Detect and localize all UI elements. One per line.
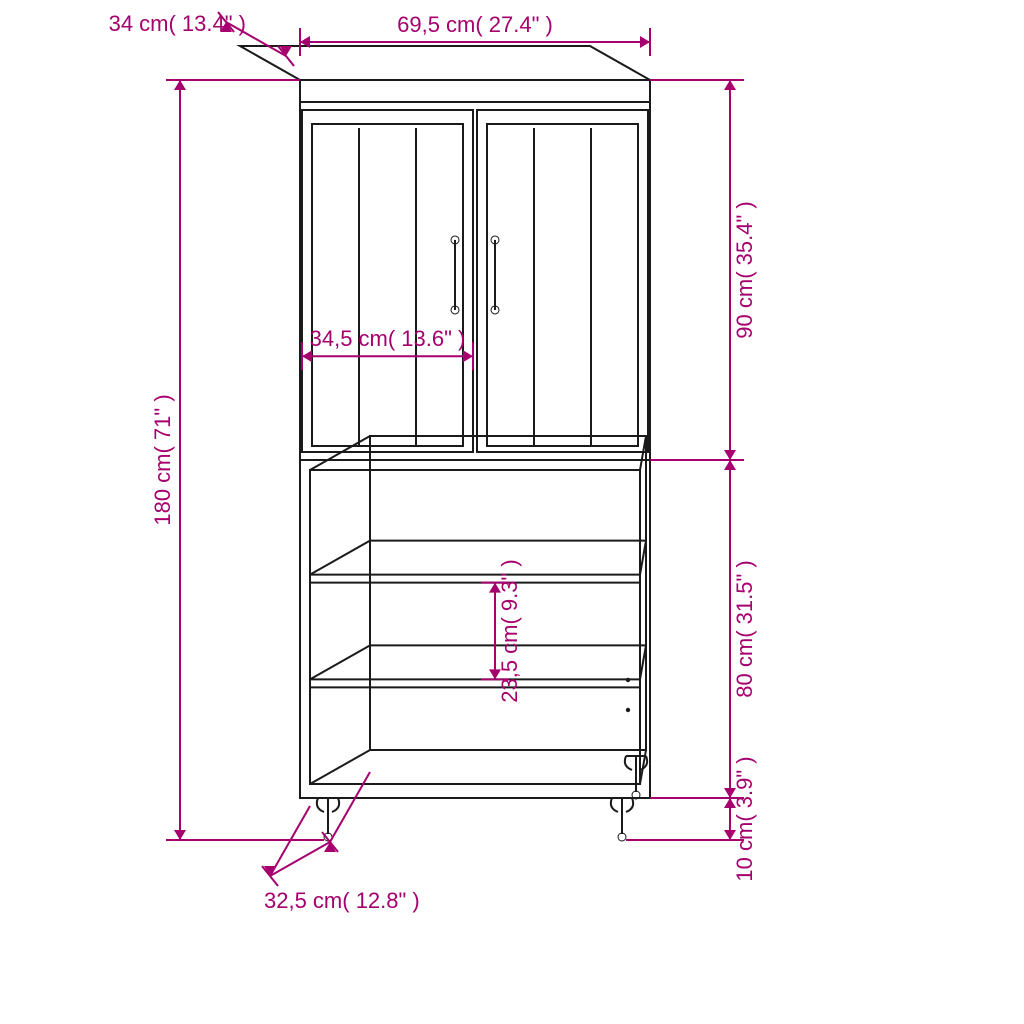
svg-text:23,5 cm( 9.3" ): 23,5 cm( 9.3" ) (497, 559, 522, 703)
svg-text:180 cm( 71" ): 180 cm( 71" ) (150, 394, 175, 525)
svg-text:32,5 cm( 12.8" ): 32,5 cm( 12.8" ) (264, 888, 420, 913)
svg-text:90 cm( 35.4" ): 90 cm( 35.4" ) (732, 201, 757, 338)
furniture (300, 80, 650, 841)
svg-text:69,5 cm( 27.4" ): 69,5 cm( 27.4" ) (397, 12, 553, 37)
svg-text:80 cm( 31.5" ): 80 cm( 31.5" ) (732, 560, 757, 697)
svg-text:10 cm( 3.9" ): 10 cm( 3.9" ) (732, 756, 757, 881)
svg-text:34 cm( 13.4" ): 34 cm( 13.4" ) (109, 11, 246, 36)
svg-text:34,5 cm( 13.6" ): 34,5 cm( 13.6" ) (310, 326, 466, 351)
